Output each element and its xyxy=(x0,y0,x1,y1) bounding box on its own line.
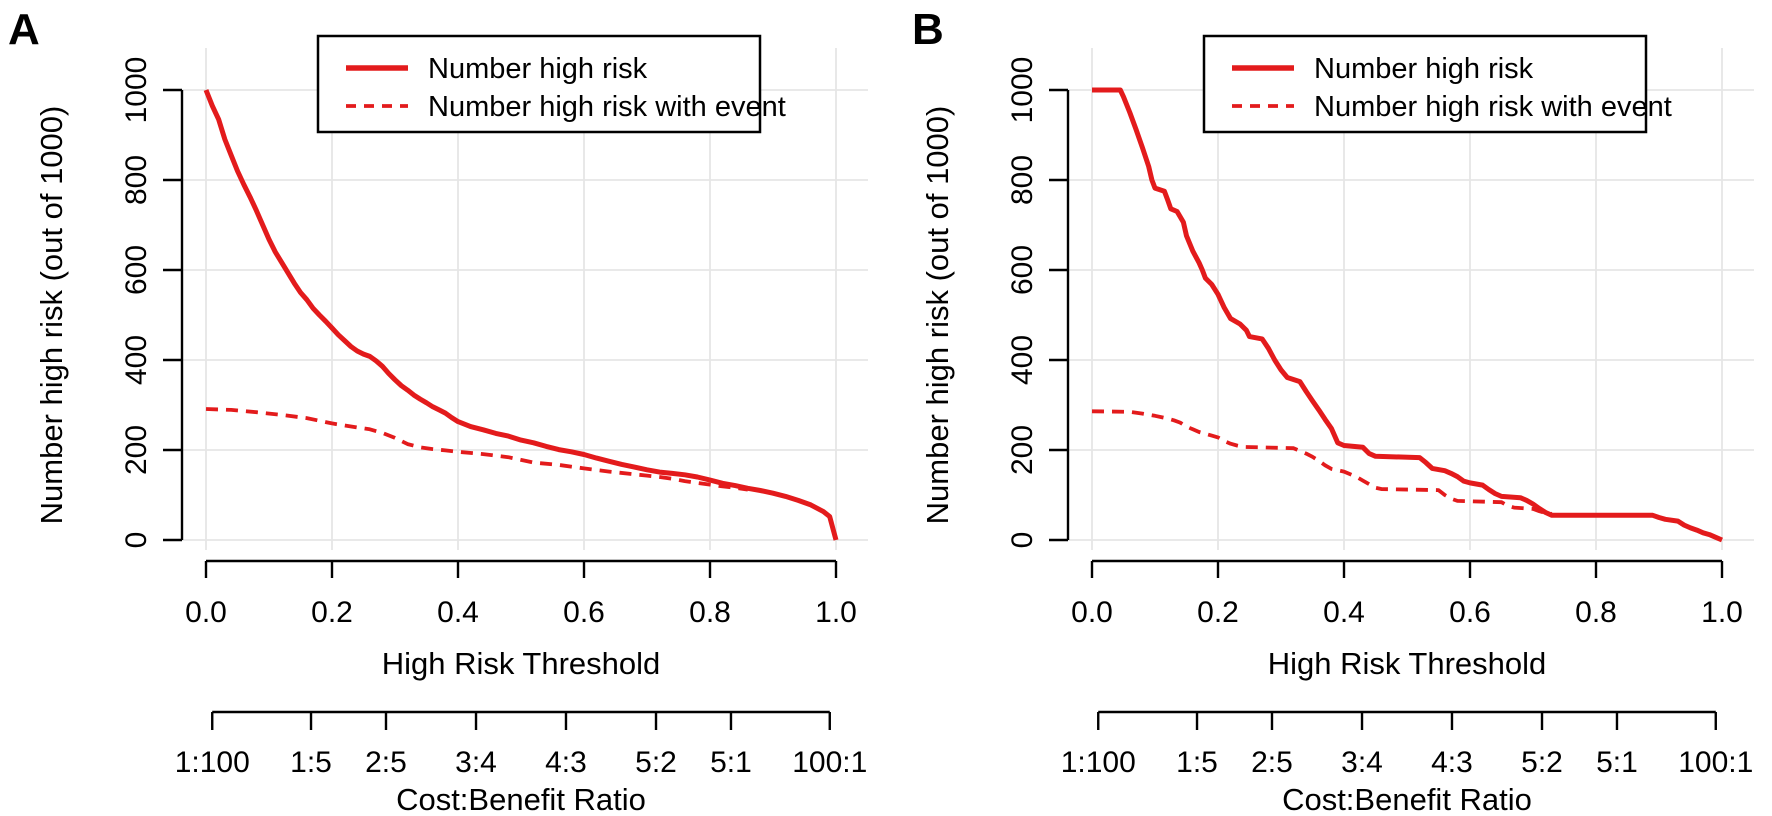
chart-panel-b: 0 200 400 600 800 1000 Number high risk (out o… xyxy=(886,0,1772,816)
cost-tick-label: 3:4 xyxy=(1341,746,1383,779)
y-tick-label: 0 xyxy=(1006,532,1039,549)
panel-letter: B xyxy=(912,5,944,54)
x-axis-title: High Risk Threshold xyxy=(382,646,661,681)
y-axis-title: Number high risk (out of 1000) xyxy=(34,106,69,525)
x-tick-label: 0.0 xyxy=(185,596,227,629)
cost-tick-label: 1:5 xyxy=(1176,746,1218,779)
curves xyxy=(1091,87,1723,543)
cost-tick-label: 1:100 xyxy=(1061,746,1136,779)
curves xyxy=(203,89,839,541)
x-tick-label: 0.8 xyxy=(689,596,731,629)
y-axis xyxy=(163,88,184,542)
legend-box xyxy=(316,34,762,134)
cost-tick-label: 5:1 xyxy=(710,746,752,779)
x-tick-label: 0.2 xyxy=(311,596,353,629)
x-tick-label: 0.4 xyxy=(1323,596,1365,629)
panel-b: 0 200 400 600 800 1000 Number high risk (out o… xyxy=(886,0,1772,816)
x-tick-label: 0.2 xyxy=(1197,596,1239,629)
y-tick-label: 800 xyxy=(120,155,153,205)
cost-tick-label: 5:1 xyxy=(1596,746,1638,779)
x-tick-label: 0.4 xyxy=(437,596,479,629)
cost-tick-label: 2:5 xyxy=(365,746,407,779)
number-high-risk-curve xyxy=(1092,87,1723,543)
legend: Number high risk Number high risk with ev… xyxy=(1202,34,1672,134)
number-high-risk-with-event-curve xyxy=(1091,409,1553,516)
x-axis-title: High Risk Threshold xyxy=(1268,646,1547,681)
cost-tick-label: 3:4 xyxy=(455,746,497,779)
legend-label: Number high risk with event xyxy=(428,91,786,123)
cost-tick-label: 100:1 xyxy=(1678,746,1753,779)
y-tick-label: 1000 xyxy=(120,57,153,124)
cost-tick-label: 5:2 xyxy=(1521,746,1563,779)
panel-a: 0 200 400 600 800 1000 Number high risk (out o… xyxy=(0,0,886,816)
y-tick-label: 400 xyxy=(1006,335,1039,385)
x-tick-label: 1.0 xyxy=(815,596,857,629)
panel-background xyxy=(886,0,1772,816)
x-tick-label: 0.8 xyxy=(1575,596,1617,629)
legend-label: Number high risk with event xyxy=(1314,91,1672,123)
y-axis-title: Number high risk (out of 1000) xyxy=(920,106,955,525)
cost-tick-label: 4:3 xyxy=(545,746,587,779)
panel-background xyxy=(0,0,886,816)
x-tick-label: 1.0 xyxy=(1701,596,1743,629)
legend-box xyxy=(1202,34,1648,134)
x-axis xyxy=(1090,559,1724,578)
cost-benefit-axis xyxy=(1097,710,1717,730)
y-tick-label: 800 xyxy=(1006,155,1039,205)
panel-letter: A xyxy=(8,5,40,54)
x-tick-label: 0.6 xyxy=(1449,596,1491,629)
cost-axis-title: Cost:Benefit Ratio xyxy=(396,782,646,816)
y-tick-label: 200 xyxy=(120,425,153,475)
cost-tick-label: 4:3 xyxy=(1431,746,1473,779)
chart-panel-a: 0 200 400 600 800 1000 Number high risk (out o… xyxy=(0,0,886,816)
legend-label: Number high risk xyxy=(1314,53,1534,85)
y-tick-label: 0 xyxy=(120,532,153,549)
cost-tick-label: 100:1 xyxy=(792,746,867,779)
cost-tick-label: 5:2 xyxy=(635,746,677,779)
y-tick-label: 200 xyxy=(1006,425,1039,475)
cost-axis-title: Cost:Benefit Ratio xyxy=(1282,782,1532,816)
x-tick-label: 0.0 xyxy=(1071,596,1113,629)
number-high-risk-curve xyxy=(203,89,839,541)
y-tick-label: 1000 xyxy=(1006,57,1039,124)
y-tick-label: 600 xyxy=(120,245,153,295)
cost-tick-label: 1:5 xyxy=(290,746,332,779)
y-tick-label: 600 xyxy=(1006,245,1039,295)
cost-benefit-axis xyxy=(211,710,831,730)
number-high-risk-with-event-curve xyxy=(205,407,749,492)
legend: Number high risk Number high risk with ev… xyxy=(316,34,786,134)
x-tick-label: 0.6 xyxy=(563,596,605,629)
y-tick-label: 400 xyxy=(120,335,153,385)
legend-label: Number high risk xyxy=(428,53,648,85)
x-axis xyxy=(204,559,838,578)
cost-tick-label: 1:100 xyxy=(175,746,250,779)
y-axis xyxy=(1049,88,1070,542)
cost-tick-label: 2:5 xyxy=(1251,746,1293,779)
